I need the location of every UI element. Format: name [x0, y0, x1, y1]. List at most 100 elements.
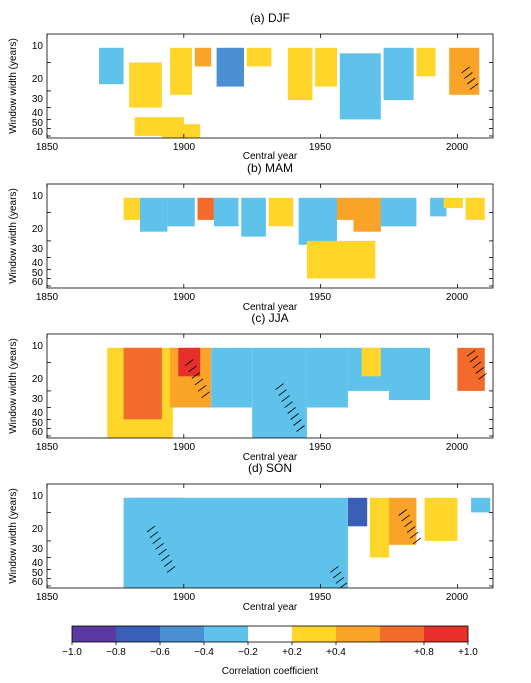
- heatmap-cell: [167, 197, 195, 227]
- heatmap-cell: [123, 197, 140, 220]
- hatch-mark: [155, 542, 164, 550]
- heatmap-cell: [443, 197, 463, 209]
- x-tick-label: 1850: [36, 292, 59, 303]
- hatch-mark: [152, 537, 161, 544]
- y-tick-label: 40: [32, 558, 44, 569]
- colorbar-cell: [248, 626, 292, 642]
- y-tick-label: 40: [32, 258, 44, 269]
- hatch-mark: [278, 389, 287, 396]
- hatch-mark: [332, 571, 342, 579]
- y-tick-label: 60: [32, 577, 44, 588]
- heatmap-cell: [238, 497, 348, 588]
- heatmap-cell: [197, 197, 214, 220]
- panel-3: (d) SON 1850 1900 1950 2000 Central year…: [8, 461, 494, 613]
- plot-frame: [46, 333, 494, 439]
- colorbar-tick-label: −0.6: [150, 647, 170, 658]
- hatch-mark: [330, 566, 339, 573]
- heatmap-cell: [241, 197, 266, 237]
- heatmap-cell: [140, 197, 168, 232]
- hatch-mark: [401, 514, 410, 522]
- x-tick-label: 1850: [36, 142, 59, 153]
- heatmap-cells: [99, 47, 480, 138]
- heatmap-cell: [383, 47, 414, 101]
- hatch-mark: [284, 401, 293, 408]
- hatch-mark: [296, 425, 305, 432]
- colorbar-ticks: −1.0 −0.8 −0.6 −0.4 −0.2 +0.2 +0.4 +0.8 +1.0: [62, 642, 478, 658]
- hatch-mark: [469, 83, 479, 90]
- colorbar-tick-label: +0.4: [326, 647, 346, 658]
- plot-frame: [46, 483, 494, 589]
- hatch-mark: [469, 355, 479, 363]
- y-tick-label: 60: [32, 427, 44, 438]
- heatmap-cell: [123, 347, 162, 420]
- y-axis-label: Window width (years): [8, 188, 19, 284]
- colorbar-cell: [424, 626, 468, 642]
- hatch-mark: [412, 537, 422, 545]
- heatmap-cell: [170, 47, 192, 95]
- heatmap-cell: [211, 347, 253, 408]
- x-tick-label: 2000: [446, 292, 469, 303]
- colorbar-tick-label: +1.0: [458, 647, 478, 658]
- heatmap-cell: [315, 47, 337, 87]
- colorbar-tick-label: −0.2: [238, 647, 258, 658]
- heatmap-cell: [430, 197, 447, 217]
- hatch-mark: [475, 367, 484, 374]
- y-tick-label: 20: [32, 224, 44, 235]
- x-axis-label: Central year: [243, 151, 298, 162]
- x-tick-label: 1850: [36, 592, 59, 603]
- hatch-mark: [146, 525, 156, 533]
- x-axis-label: Central year: [243, 602, 298, 613]
- hatch-mark: [404, 520, 413, 528]
- hatch-mark: [461, 66, 470, 74]
- heatmap-cell: [252, 347, 307, 438]
- hatch-mark: [201, 391, 210, 399]
- y-tick-label: 10: [32, 41, 44, 52]
- heatmap-cell: [471, 497, 491, 513]
- panel-title: (c) JJA: [251, 311, 288, 325]
- colorbar-cell: [72, 626, 116, 642]
- hatch-mark: [335, 577, 345, 584]
- heatmap-cell: [361, 347, 381, 377]
- y-axis-label: Window width (years): [8, 38, 19, 134]
- x-tick-label: 1900: [173, 142, 196, 153]
- panel-0: (a) DJF 1850 1900 1950 2000 Central year…: [8, 11, 494, 162]
- y-tick-label: 50: [32, 568, 44, 579]
- x-tick-label: 1900: [173, 442, 196, 453]
- heatmap-cell: [424, 497, 458, 541]
- heatmap-cell: [380, 197, 417, 227]
- colorbar-cell: [204, 626, 248, 642]
- hatch-mark: [290, 413, 299, 420]
- y-tick-label: 10: [32, 191, 44, 202]
- heatmap-cell: [389, 347, 430, 401]
- heatmap-cell: [339, 53, 381, 120]
- y-tick-label: 10: [32, 341, 44, 352]
- heatmap-cell: [465, 197, 485, 220]
- hatch-mark: [185, 359, 194, 366]
- heatmap-cell: [216, 47, 244, 87]
- y-tick-label: 50: [32, 268, 44, 279]
- hatch-mark: [197, 384, 207, 392]
- x-axis-label: Central year: [243, 302, 298, 313]
- y-tick-label: 40: [32, 108, 44, 119]
- x-tick-label: 2000: [446, 442, 469, 453]
- heatmap-cells: [107, 347, 487, 438]
- y-tick-label: 20: [32, 374, 44, 385]
- hatch-mark: [466, 349, 476, 357]
- heatmap-cell: [369, 497, 390, 558]
- plot-frame: [46, 183, 494, 289]
- hatch-mark: [406, 526, 416, 533]
- y-tick-label: 20: [32, 524, 44, 535]
- heatmap-cell: [213, 197, 239, 227]
- heatmap-cell: [246, 47, 272, 67]
- heatmap-cells: [123, 197, 485, 279]
- y-tick-label: 30: [32, 244, 44, 255]
- y-axis-label: Window width (years): [8, 338, 19, 434]
- hatch-mark: [293, 419, 302, 426]
- hatch-mark: [478, 372, 487, 380]
- hatch-mark: [149, 531, 159, 539]
- y-tick-label: 50: [32, 418, 44, 429]
- hatch-mark: [161, 554, 170, 562]
- panel-title: (a) DJF: [250, 11, 290, 25]
- panel-title: (d) SON: [248, 461, 292, 475]
